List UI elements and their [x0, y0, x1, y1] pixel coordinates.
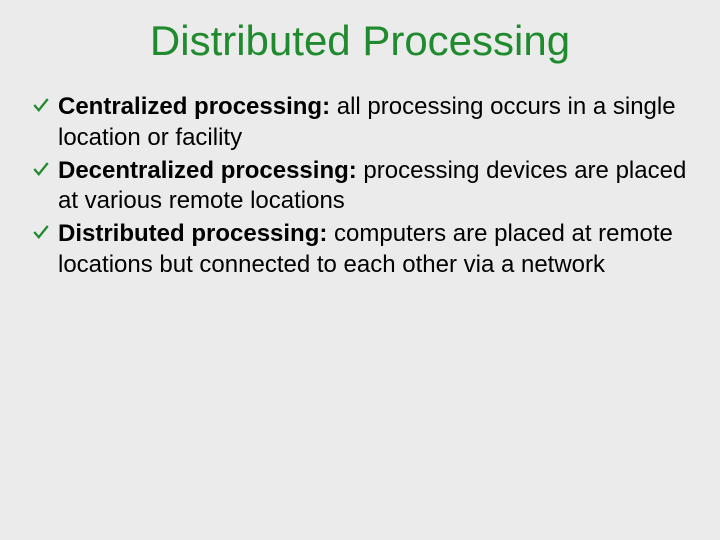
slide: Distributed Processing Centralized proce…: [0, 0, 720, 540]
slide-title: Distributed Processing: [30, 18, 690, 64]
checkmark-icon: [32, 96, 50, 114]
bullet-list: Centralized processing: all processing o…: [30, 92, 690, 280]
bullet-term: Distributed processing:: [58, 220, 327, 247]
checkmark-icon: [32, 160, 50, 178]
bullet-term: Decentralized processing:: [58, 157, 357, 184]
list-item: Centralized processing: all processing o…: [30, 92, 690, 153]
checkmark-icon: [32, 223, 50, 241]
bullet-term: Centralized processing:: [58, 93, 330, 120]
list-item: Distributed processing: computers are pl…: [30, 219, 690, 280]
list-item: Decentralized processing: processing dev…: [30, 156, 690, 217]
